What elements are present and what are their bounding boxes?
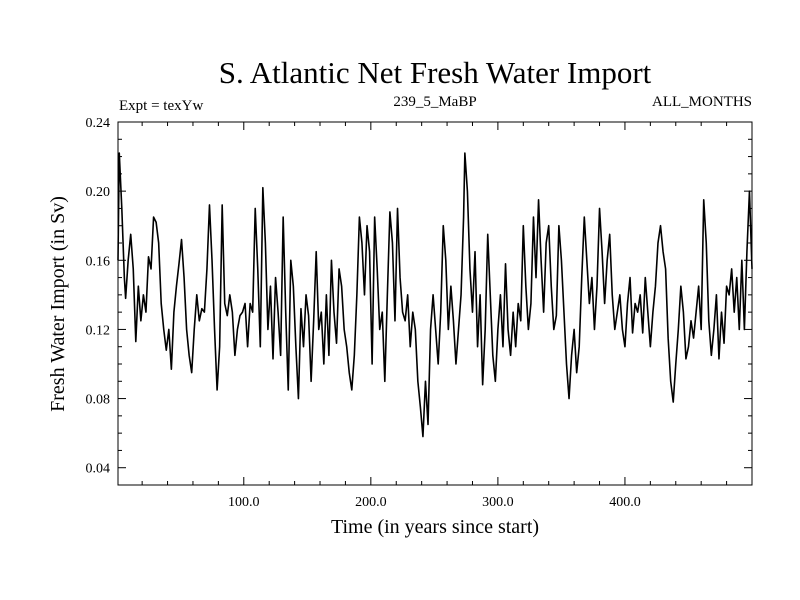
y-tick-label: 0.04 (86, 462, 111, 477)
y-tick-label: 0.12 (86, 323, 111, 338)
y-tick-label: 0.24 (86, 116, 111, 131)
chart-title: S. Atlantic Net Fresh Water Import (219, 55, 652, 90)
x-tick-label: 100.0 (228, 495, 260, 510)
x-axis-label: Time (in years since start) (331, 516, 539, 538)
period-label: 239_5_MaBP (393, 94, 476, 110)
plot-frame (117, 121, 753, 486)
x-tick-label: 400.0 (609, 495, 641, 510)
y-tick-label: 0.08 (86, 393, 111, 408)
x-tick-label: 200.0 (355, 495, 387, 510)
y-tick-label: 0.20 (86, 185, 111, 200)
y-axis-label: Fresh Water Import (in Sv) (47, 196, 69, 412)
months-label: ALL_MONTHS (652, 94, 752, 110)
x-tick-label: 300.0 (482, 495, 514, 510)
y-tick-label: 0.16 (86, 254, 111, 269)
experiment-label: Expt = texYw (119, 98, 203, 114)
series-line (117, 152, 753, 438)
tick-labels-layer: 100.0 200.0 300.0 400.0 0.04 0.08 0.12 0.16 0.20… (86, 116, 641, 510)
